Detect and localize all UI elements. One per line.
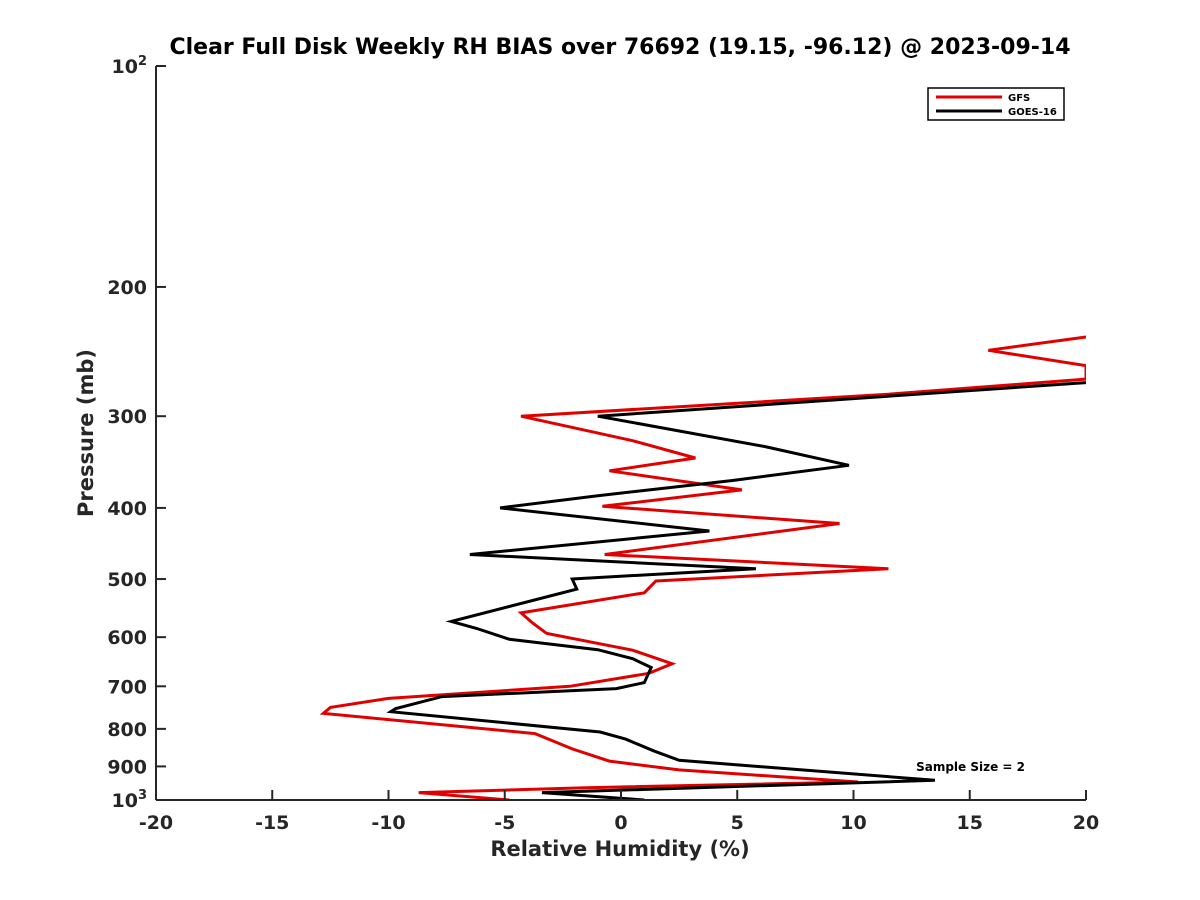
y-tick-label: 200 (107, 277, 147, 299)
y-tick-label: 300 (107, 406, 147, 428)
legend-label: GOES-16 (1008, 107, 1057, 118)
y-tick-label-power: 103 (112, 788, 148, 812)
series-line-gfs (319, 335, 1086, 800)
x-axis-label: Relative Humidity (%) (490, 837, 749, 861)
y-tick-label: 900 (107, 756, 147, 778)
legend-label: GFS (1008, 93, 1030, 104)
x-tick-label: 0 (614, 812, 627, 834)
x-tick-label: -5 (494, 812, 515, 834)
x-tick-label: 20 (1073, 812, 1099, 834)
x-tick-label: -15 (255, 812, 289, 834)
legend-box (927, 87, 1065, 121)
y-axis-label: Pressure (mb) (74, 349, 98, 517)
x-tick-label: -20 (139, 812, 173, 834)
y-tick-label: 400 (107, 498, 147, 520)
legend: GFS GOES-16 (927, 87, 1065, 121)
y-ticks: 200 300 400 500 600 700 800 900 102 103 (107, 54, 166, 812)
axes (155, 66, 1086, 801)
y-tick-label-power: 102 (112, 54, 148, 78)
x-tick-label: 5 (731, 812, 744, 834)
x-ticks: -20 -15 -10 -5 0 5 10 15 20 (139, 790, 1099, 834)
plot-series (319, 335, 1086, 800)
x-tick-label: -10 (371, 812, 405, 834)
sample-size-annotation: Sample Size = 2 (916, 760, 1025, 774)
y-tick-label: 600 (107, 627, 147, 649)
chart-title: Clear Full Disk Weekly RH BIAS over 7669… (169, 35, 1070, 60)
y-tick-label: 500 (107, 569, 147, 591)
x-tick-label: 15 (957, 812, 983, 834)
y-tick-label: 800 (107, 719, 147, 741)
y-tick-label: 700 (107, 676, 147, 698)
x-tick-label: 10 (840, 812, 866, 834)
series-line-goes-16 (386, 381, 1086, 800)
